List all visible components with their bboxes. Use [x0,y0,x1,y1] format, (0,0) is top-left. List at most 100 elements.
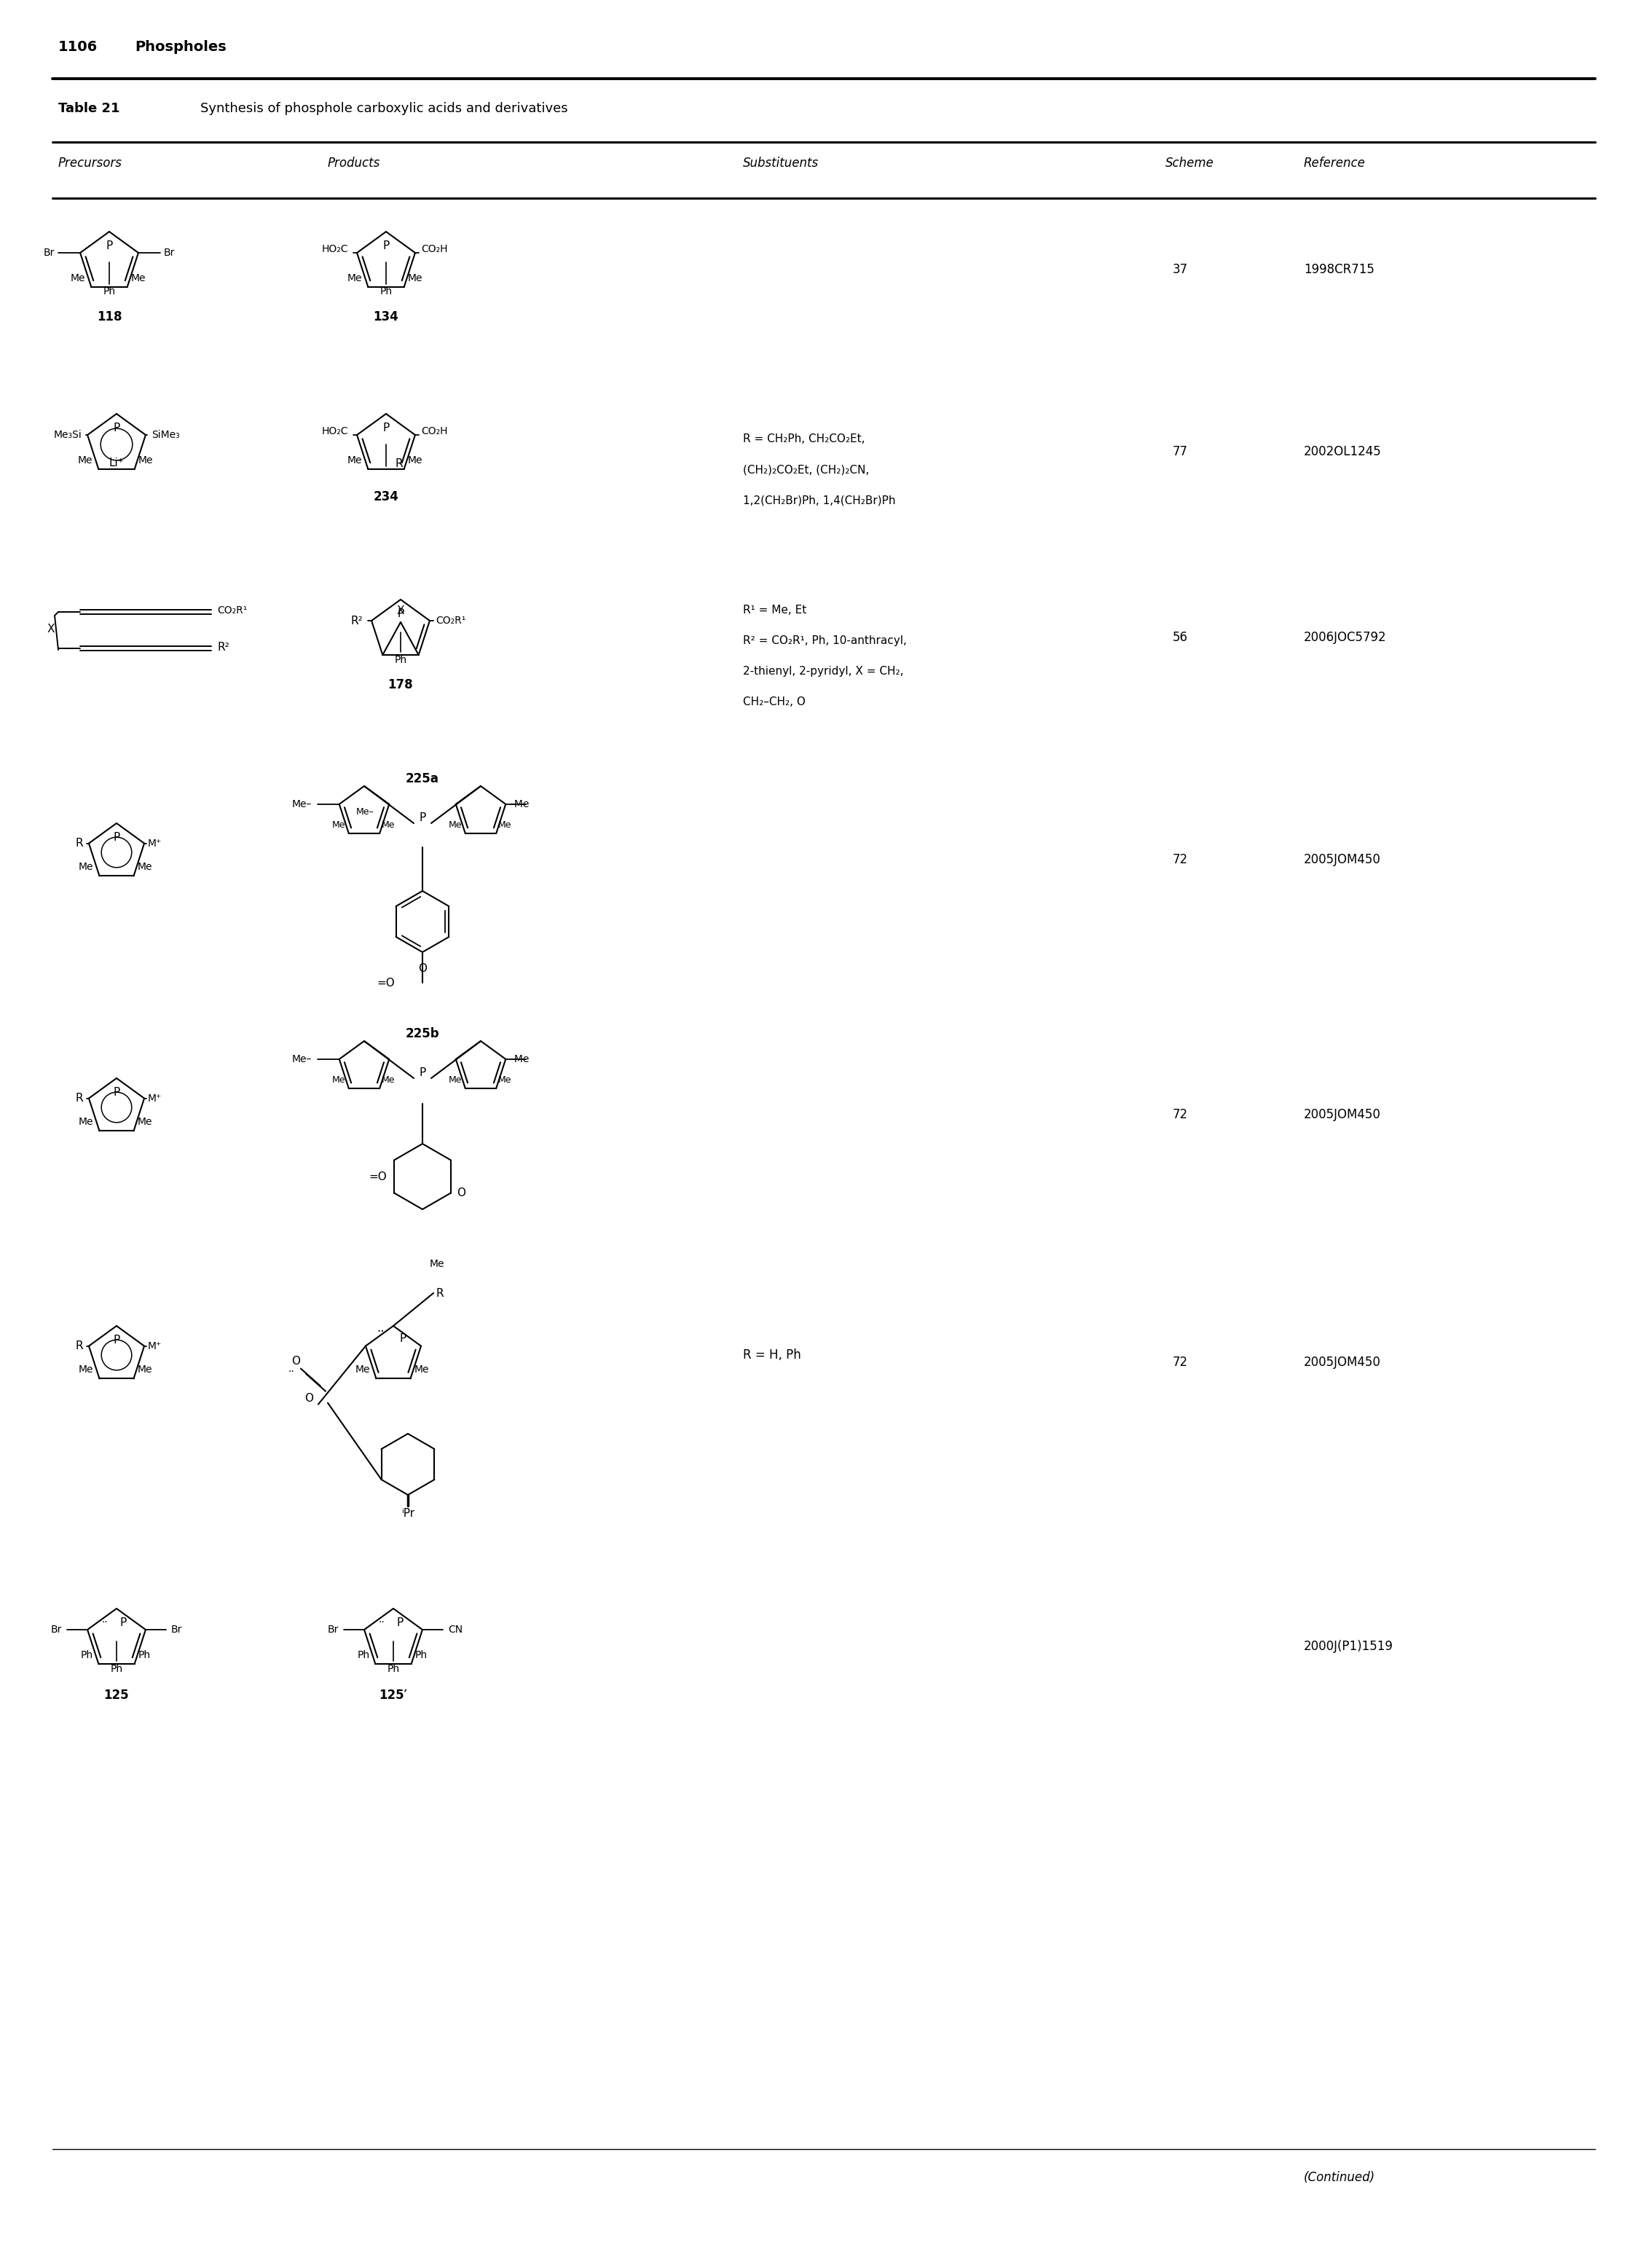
Text: Me: Me [355,1364,370,1375]
Text: CN: CN [448,1625,463,1634]
Text: ··: ·· [101,1618,107,1627]
Text: 72: 72 [1173,1109,1188,1120]
Text: =O: =O [377,978,395,987]
Text: CO₂R¹: CO₂R¹ [216,606,248,615]
Text: 2005JOM450: 2005JOM450 [1303,1355,1381,1368]
Text: P: P [114,832,121,843]
Text: P: P [400,1332,406,1343]
Text: R² = CO₂R¹, Ph, 10-anthracyl,: R² = CO₂R¹, Ph, 10-anthracyl, [743,636,907,647]
Text: 234: 234 [373,491,398,503]
Text: Li⁺: Li⁺ [109,458,124,469]
Text: ⁱPr: ⁱPr [401,1508,415,1519]
Text: Br: Br [172,1625,182,1634]
Text: Me: Me [347,455,362,467]
Text: 2005JOM450: 2005JOM450 [1303,1109,1381,1120]
Text: R¹ = Me, Et: R¹ = Me, Et [743,604,806,615]
Text: 125′: 125′ [378,1688,408,1702]
Text: Br: Br [51,1625,63,1634]
Text: Me: Me [408,455,423,467]
Text: R = CH₂Ph, CH₂CO₂Et,: R = CH₂Ph, CH₂CO₂Et, [743,433,866,444]
Text: P: P [396,609,405,620]
Text: Me: Me [78,455,93,467]
Text: P: P [383,421,390,433]
Text: 134: 134 [373,311,398,325]
Text: Me: Me [131,273,145,284]
Text: Me: Me [382,820,395,829]
Text: O: O [304,1393,314,1404]
Text: R: R [76,1341,83,1352]
Text: 2002OL1245: 2002OL1245 [1303,444,1381,458]
Text: Me₃Si: Me₃Si [53,431,81,440]
Text: R²: R² [216,642,230,651]
Text: 1106: 1106 [58,41,97,54]
Text: 2006JOC5792: 2006JOC5792 [1303,631,1386,645]
Text: P: P [396,1618,403,1627]
Text: Me: Me [79,1364,94,1375]
Text: P: P [420,811,426,823]
Text: Ph: Ph [380,286,392,298]
Text: Ph: Ph [357,1650,370,1661]
Text: 125: 125 [104,1688,129,1702]
Text: HO₂C: HO₂C [322,426,349,437]
Text: 178: 178 [388,678,413,692]
Text: 225a: 225a [406,773,439,784]
Text: R: R [76,838,83,850]
Text: 1,2(CH₂Br)Ph, 1,4(CH₂Br)Ph: 1,2(CH₂Br)Ph, 1,4(CH₂Br)Ph [743,494,895,505]
Text: 77: 77 [1173,444,1188,458]
Text: R²: R² [350,615,363,627]
Text: Me: Me [448,820,461,829]
Text: Synthesis of phosphole carboxylic acids and derivatives: Synthesis of phosphole carboxylic acids … [200,101,568,115]
Text: P: P [114,1086,121,1098]
Text: P: P [420,1066,426,1077]
Text: P: P [106,241,112,252]
Text: CH₂–CH₂, O: CH₂–CH₂, O [743,696,806,708]
Text: SiMe₃: SiMe₃ [152,431,180,440]
Text: 72: 72 [1173,1355,1188,1368]
Text: Me: Me [137,1364,152,1375]
Text: M⁺: M⁺ [149,1093,162,1104]
Text: 72: 72 [1173,852,1188,866]
Text: Reference: Reference [1303,156,1366,169]
Text: 2-thienyl, 2-pyridyl, X = CH₂,: 2-thienyl, 2-pyridyl, X = CH₂, [743,665,904,676]
Text: 56: 56 [1173,631,1188,645]
Text: 2000J(P1)1519: 2000J(P1)1519 [1303,1641,1393,1652]
Text: Table 21: Table 21 [58,101,121,115]
Text: HO₂C: HO₂C [322,243,349,255]
Text: 2005JOM450: 2005JOM450 [1303,852,1381,866]
Text: Me: Me [139,455,154,467]
Text: Ph: Ph [102,286,116,298]
Text: (CH₂)₂CO₂Et, (CH₂)₂CN,: (CH₂)₂CO₂Et, (CH₂)₂CN, [743,464,869,476]
Text: O: O [418,962,426,974]
Text: Precursors: Precursors [58,156,122,169]
Text: Me: Me [382,1075,395,1084]
Text: Me: Me [408,273,423,284]
Text: Ph: Ph [415,1650,428,1661]
Text: Me–: Me– [292,1055,312,1064]
Text: Br: Br [327,1625,339,1634]
Text: P: P [114,1334,121,1346]
Text: Me: Me [430,1260,444,1269]
Text: Ph: Ph [139,1650,150,1661]
Text: Me: Me [499,1075,512,1084]
Text: R: R [395,458,403,469]
Text: –Me: –Me [509,800,529,809]
Text: Ph: Ph [395,656,406,665]
Text: CO₂H: CO₂H [421,243,448,255]
Text: X: X [48,624,55,633]
Text: Ph: Ph [111,1663,122,1675]
Text: Me–: Me– [292,800,312,809]
Text: ··: ·· [378,1618,385,1627]
Text: Me: Me [347,273,362,284]
Text: Me: Me [415,1364,430,1375]
Text: CO₂R¹: CO₂R¹ [436,615,466,627]
Text: Br: Br [43,248,55,257]
Text: Br: Br [164,248,175,257]
Text: ··: ·· [377,1325,383,1339]
Text: Scheme: Scheme [1165,156,1214,169]
Text: Me: Me [332,820,345,829]
Text: Products: Products [327,156,380,169]
Text: 37: 37 [1173,264,1188,275]
Text: (Continued): (Continued) [1303,2171,1376,2184]
Text: O: O [456,1188,466,1199]
Text: 118: 118 [97,311,122,325]
